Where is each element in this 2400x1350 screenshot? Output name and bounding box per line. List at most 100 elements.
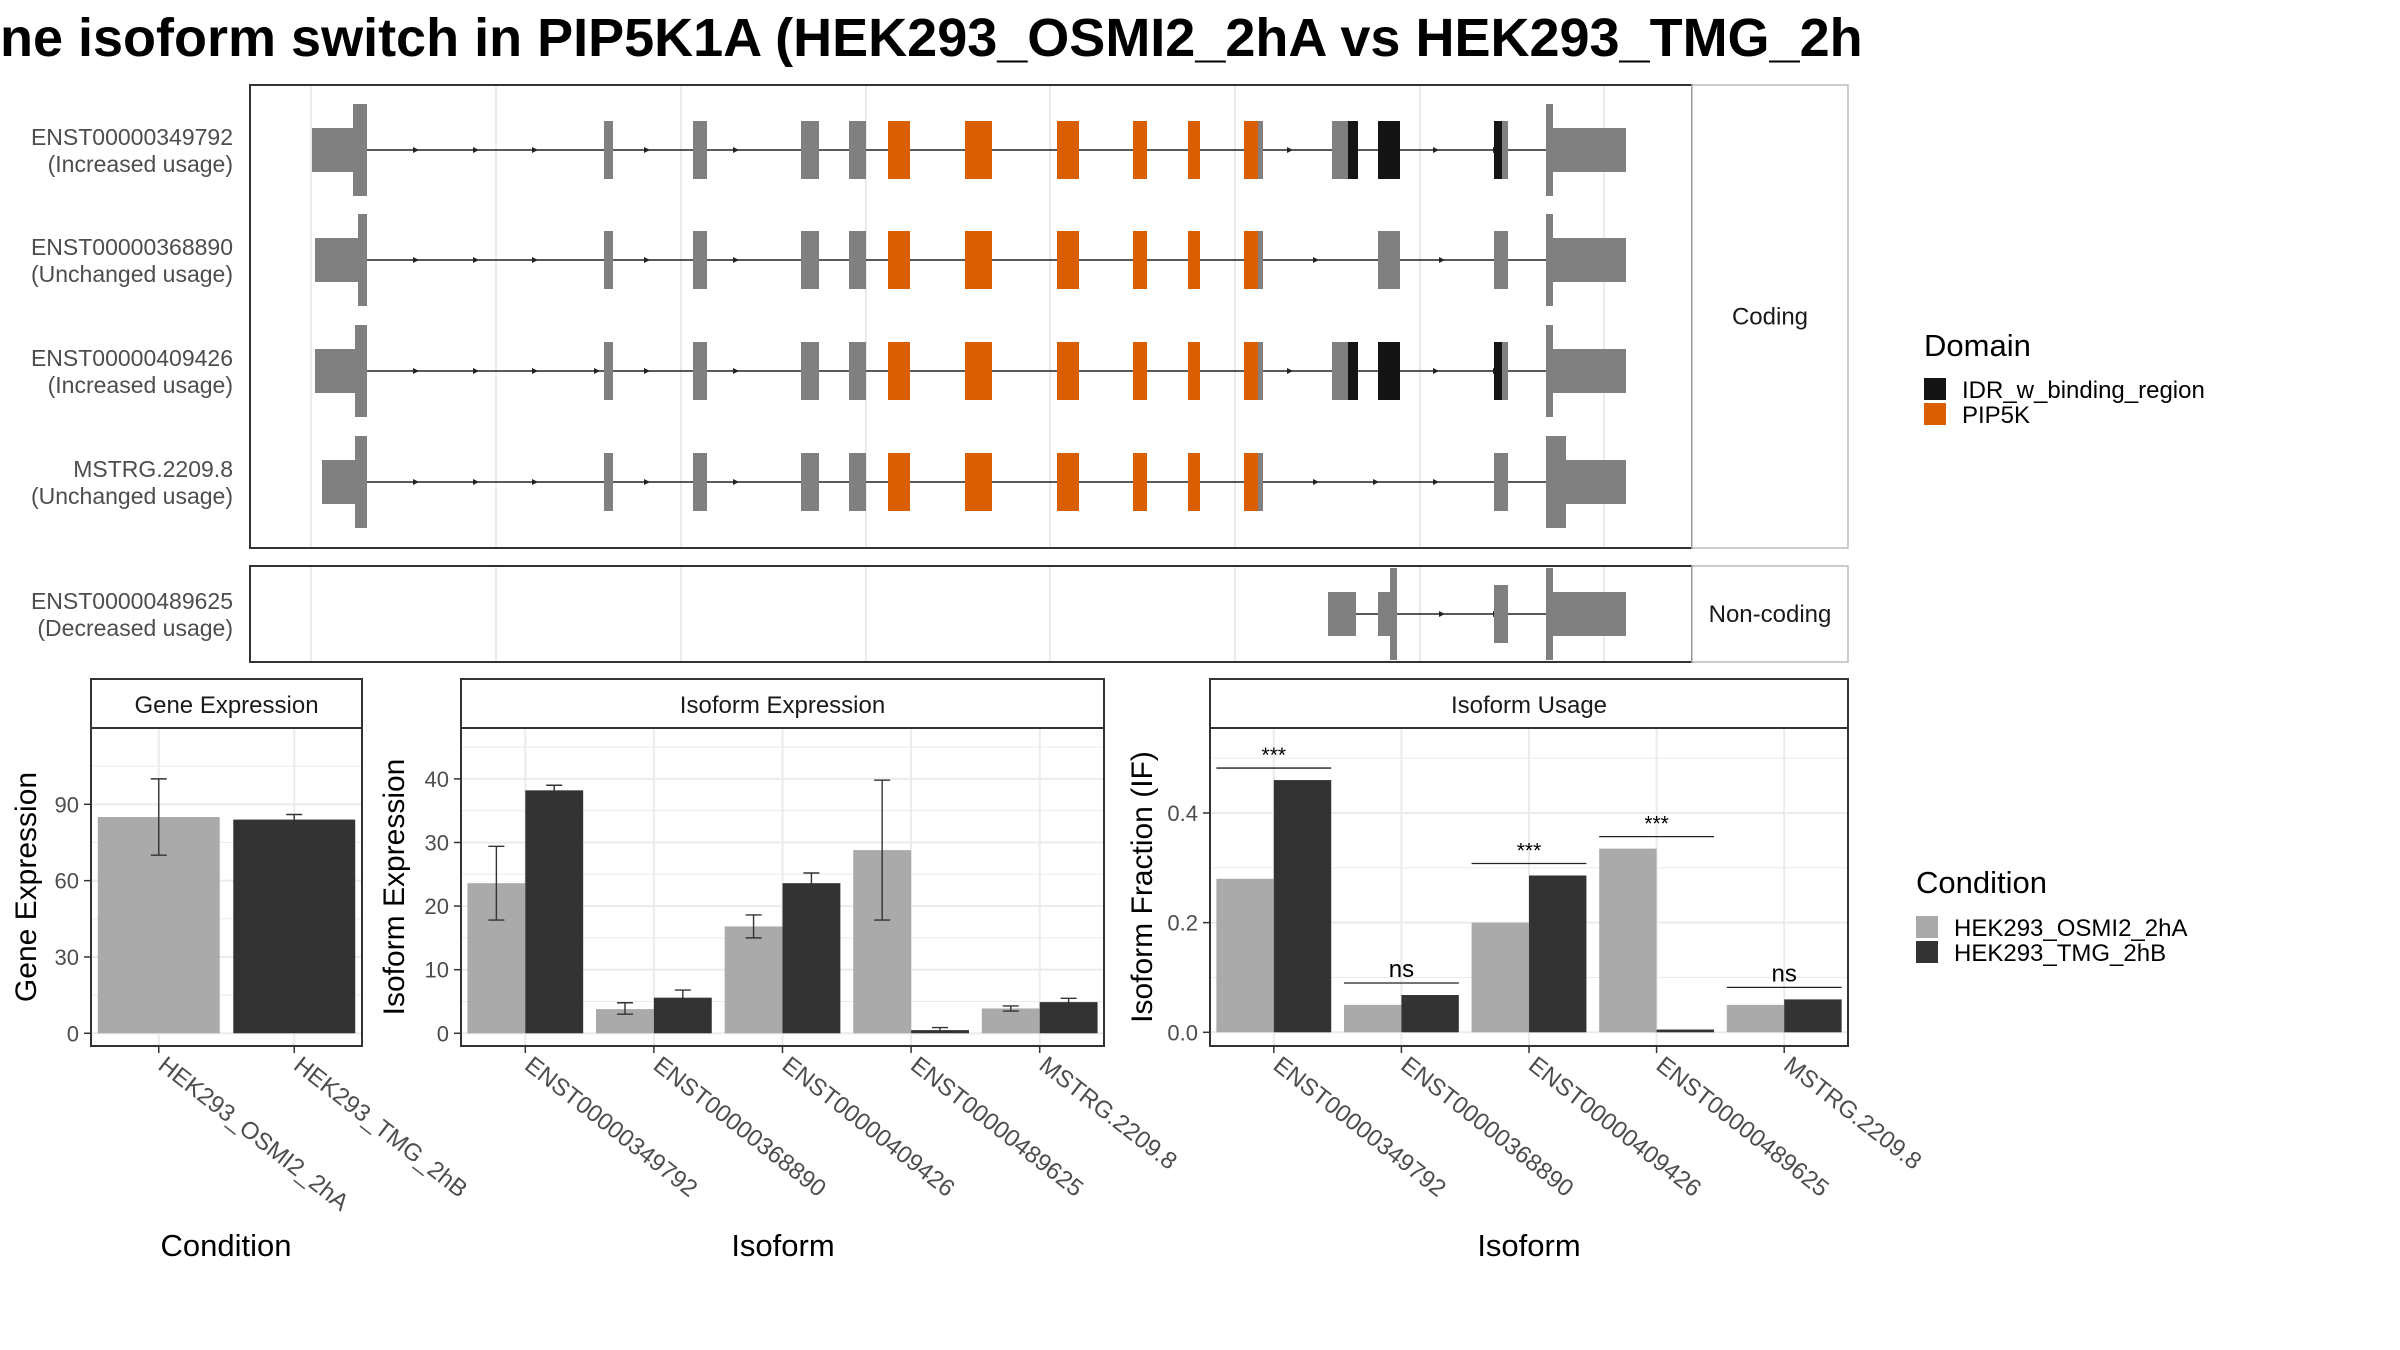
exon [1188,342,1200,400]
exon [1332,342,1348,400]
exon [1378,342,1400,400]
y-axis-title: Isoform Fraction (IF) [1126,751,1159,1023]
y-tick-label: 40 [425,767,449,792]
transcript-id-label: ENST00000489625 [31,588,233,614]
exon [353,104,367,196]
intron-arrow [644,368,650,374]
intron-arrow [473,368,479,374]
exon [1057,342,1079,400]
exon [355,436,367,528]
y-tick-label: 0.4 [1167,801,1198,826]
exon [1057,231,1079,289]
condition-legend-swatch [1916,916,1938,938]
exon [1133,231,1147,289]
exon [1057,453,1079,511]
exon [1188,453,1200,511]
exon [1057,121,1079,179]
y-tick-label: 10 [425,958,449,983]
exon [1390,568,1397,660]
significance-label: *** [1262,744,1287,767]
intron-arrow [473,479,479,485]
exon [1244,342,1258,400]
condition-legend-label: HEK293_OSMI2_2hA [1954,915,2187,942]
exon [1244,231,1258,289]
exon [888,121,910,179]
exon [1378,121,1400,179]
y-tick-label: 0.2 [1167,911,1198,936]
transcript-model [1328,568,1626,660]
y-axis-title: Isoform Expression [378,759,411,1016]
facet-strip-title: Isoform Usage [1451,692,1607,719]
domain-legend-swatch [1924,403,1946,425]
exon [693,342,707,400]
exon [1546,436,1566,528]
exon [1258,342,1263,400]
transcript-model [312,104,1626,196]
bar [981,1008,1040,1034]
intron-arrow [1313,257,1319,263]
condition-legend-swatch [1916,941,1938,963]
exon [888,453,910,511]
exon [1378,231,1400,289]
exon [1258,231,1263,289]
exon [1494,585,1508,643]
intron-arrow [413,368,419,374]
bar [1401,995,1459,1033]
bar [1656,1029,1715,1033]
intron-arrow [1433,147,1439,153]
exon [1546,104,1553,196]
condition-legend-label: HEK293_TMG_2hB [1954,940,2166,967]
bar [1726,1004,1785,1033]
transcript-model [315,325,1626,417]
facet-strip [1209,678,1849,729]
transcript-id-label: ENST00000349792 [31,124,233,150]
facet-strip-title: Gene Expression [134,692,318,719]
exon [1494,231,1508,289]
exon [1332,121,1348,179]
bar [1529,875,1587,1033]
condition-legend-title: Condition [1916,865,2047,900]
domain-legend-title: Domain [1924,328,2031,363]
intron-arrow [473,257,479,263]
intron-arrow [733,147,739,153]
bar [1343,1004,1402,1033]
facet-strip [460,678,1105,729]
domain-legend-label: PIP5K [1962,402,2030,429]
exon [693,231,707,289]
bar [724,926,783,1034]
exon [1348,121,1358,179]
y-tick-label: 0 [437,1021,449,1046]
transcript-usage-label: (Increased usage) [48,151,233,177]
domain-legend-label: IDR_w_binding_region [1962,377,2205,404]
exon [801,453,819,511]
intron-arrow [532,257,538,263]
transcript-usage-label: (Decreased usage) [37,615,233,641]
intron-arrow [644,479,650,485]
exon [1258,453,1263,511]
intron-arrow [1287,147,1293,153]
exon [693,121,707,179]
y-axis-title: Gene Expression [10,772,43,1002]
noncoding-strip-label: Non-coding [1709,601,1832,628]
intron-arrow [733,368,739,374]
expression-charts: Gene Expression0306090HEK293_OSMI2_2hAHE… [10,678,1927,1263]
intron-arrow [413,257,419,263]
exon [1502,121,1508,179]
exon [358,214,367,306]
exon [315,238,366,282]
intron-arrow [1287,368,1293,374]
significance-label: ns [1772,960,1797,987]
intron-arrow [1439,257,1445,263]
exon [1553,128,1626,172]
exon [1244,453,1258,511]
transcript-model [322,436,1626,528]
significance-label: ns [1389,956,1414,983]
exon [888,231,910,289]
exon [1188,231,1200,289]
bar [1471,922,1529,1033]
exon [888,342,910,400]
